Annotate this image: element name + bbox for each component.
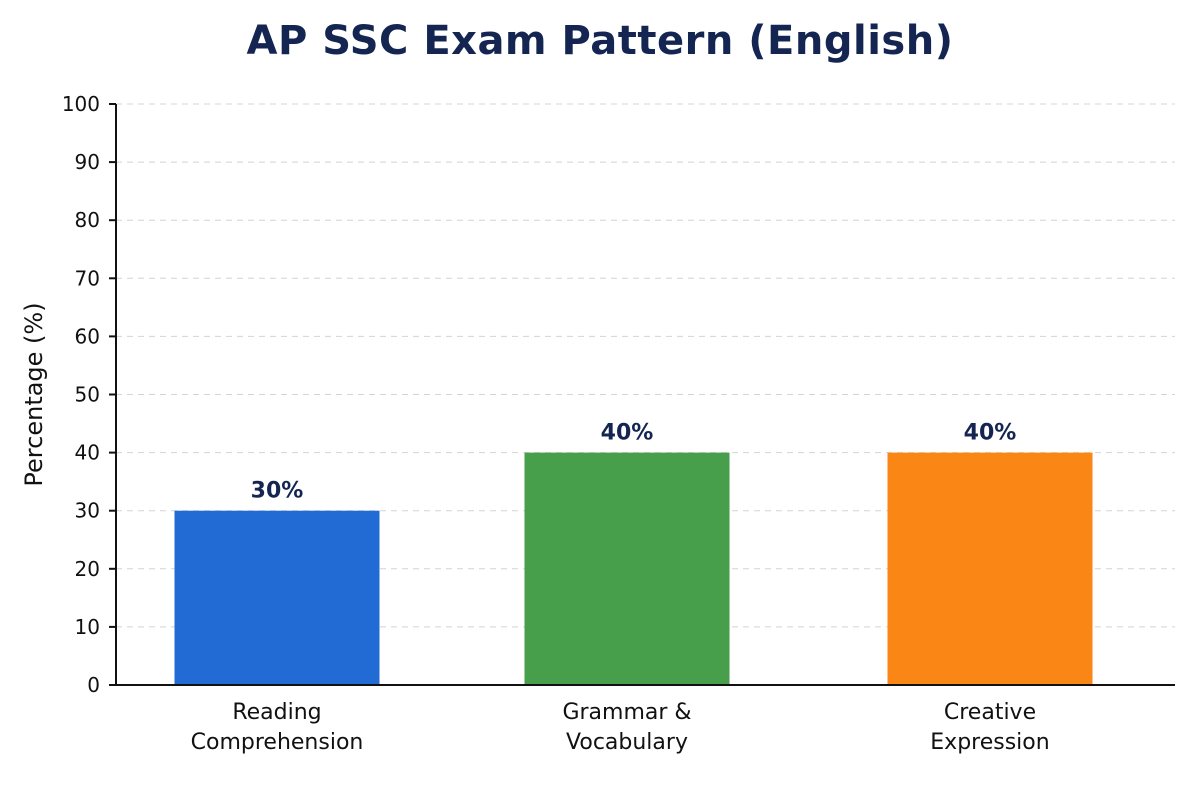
x-category-label: Grammar & — [562, 700, 691, 725]
y-tick-label: 100 — [62, 92, 100, 116]
y-axis-title: Percentage (%) — [20, 302, 48, 486]
x-category-labels: Reading Comprehension Grammar & Vocabulary C… — [191, 700, 1050, 755]
y-tick-label: 0 — [87, 673, 100, 697]
chart-title: AP SSC Exam Pattern (English) — [246, 18, 954, 64]
x-category-label: Vocabulary — [566, 730, 688, 755]
data-label: 40% — [601, 421, 654, 446]
y-tick-label: 90 — [75, 150, 100, 174]
bar — [524, 452, 730, 685]
x-category-label: Comprehension — [191, 730, 364, 755]
x-category-label: Creative — [944, 700, 1036, 725]
data-label: 40% — [964, 421, 1017, 446]
bar — [887, 452, 1093, 685]
y-tick-label: 10 — [75, 615, 100, 639]
y-tick-label: 70 — [75, 266, 100, 290]
bars — [174, 452, 1093, 685]
x-category-label: Reading — [232, 700, 321, 725]
data-label: 30% — [251, 479, 304, 504]
data-labels: 30% 40% 40% — [251, 421, 1017, 504]
y-tick-label: 40 — [75, 441, 100, 465]
y-tick-label: 20 — [75, 557, 100, 581]
y-tick-label: 30 — [75, 499, 100, 523]
x-category-label: Expression — [930, 730, 1049, 755]
y-tick-label: 60 — [75, 324, 100, 348]
y-tick-label: 50 — [75, 383, 100, 407]
y-tick-labels: 0 10 20 30 40 50 60 70 80 90 100 — [62, 92, 116, 697]
y-tick-label: 80 — [75, 208, 100, 232]
bar — [174, 510, 380, 685]
